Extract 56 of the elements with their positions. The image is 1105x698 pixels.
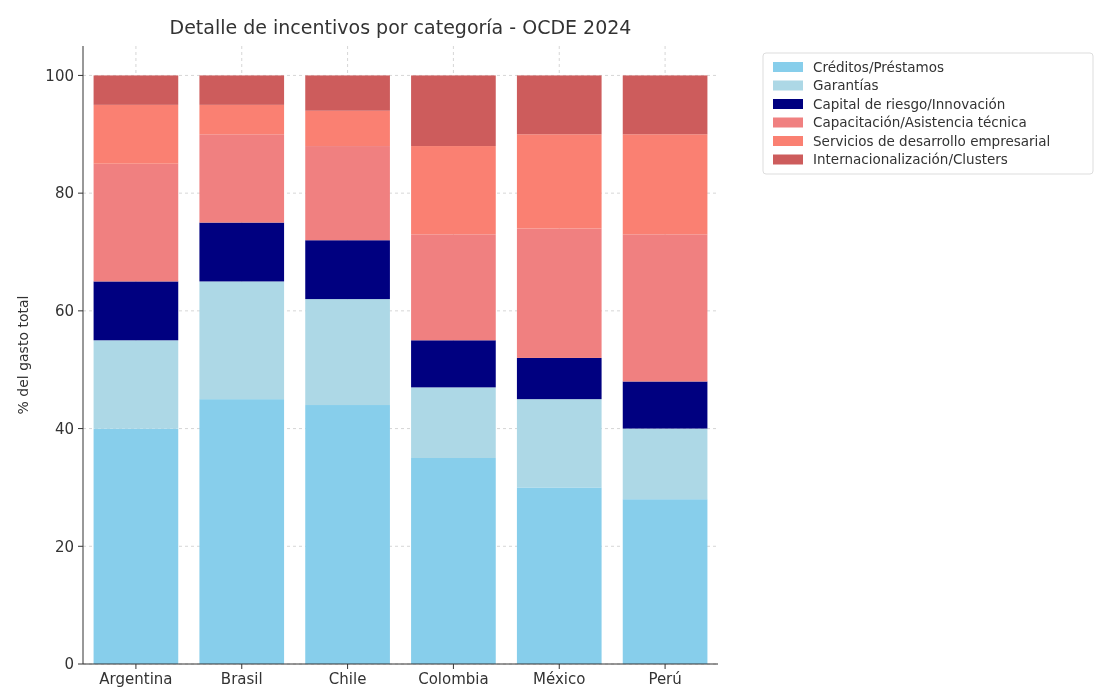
legend-label: Capacitación/Asistencia técnica	[813, 114, 1027, 131]
bar	[516, 134, 602, 229]
y-tick-label: 80	[54, 184, 74, 203]
bar	[622, 499, 708, 664]
bar	[93, 340, 179, 429]
legend-label: Capital de riesgo/Innovación	[813, 95, 1006, 112]
chart-title: Detalle de incentivos por categoría - OCDE 2024	[169, 16, 632, 38]
y-tick-label: 60	[54, 302, 74, 321]
y-tick-label: 100	[45, 66, 74, 85]
x-tick-label: Colombia	[418, 670, 489, 688]
bar	[622, 234, 708, 382]
bar	[199, 75, 285, 105]
bar	[622, 75, 708, 135]
bar	[305, 299, 390, 406]
y-tick-label: 40	[54, 419, 74, 438]
x-tick-label: México	[533, 670, 586, 688]
bar	[516, 228, 602, 358]
bar	[411, 387, 496, 458]
x-tick-label: Perú	[648, 670, 682, 688]
bar	[516, 357, 602, 400]
bar	[305, 110, 390, 147]
bar	[93, 75, 179, 105]
bar	[622, 134, 708, 235]
bar	[199, 281, 285, 400]
legend-label: Servicios de desarrollo empresarial	[813, 132, 1051, 149]
y-tick-label: 20	[54, 537, 74, 556]
legend-label: Garantías	[813, 77, 879, 94]
bar	[411, 234, 496, 341]
y-axis-title: % del gasto total	[15, 295, 31, 415]
bar	[199, 104, 285, 135]
legend-label: Internacionalización/Clusters	[813, 151, 1008, 168]
bar	[411, 458, 496, 664]
y-tick-label: 0	[64, 655, 74, 674]
bar	[305, 240, 390, 300]
bar	[516, 399, 602, 488]
bar	[305, 405, 390, 664]
bar	[93, 163, 179, 282]
bar	[199, 222, 285, 282]
bar	[411, 146, 496, 235]
x-tick-label: Argentina	[99, 670, 173, 688]
bar	[516, 75, 602, 135]
bar	[411, 75, 496, 147]
bar	[93, 428, 179, 664]
x-tick-label: Chile	[328, 670, 367, 688]
bar	[199, 399, 285, 664]
bar	[93, 104, 179, 164]
bar	[199, 134, 285, 223]
bar	[622, 428, 708, 500]
bar	[622, 381, 708, 429]
bar	[305, 75, 390, 111]
bar	[411, 340, 496, 388]
bar	[93, 281, 179, 341]
legend-label: Créditos/Préstamos	[813, 58, 944, 75]
x-tick-label: Brasil	[220, 670, 263, 688]
bar	[305, 146, 390, 241]
bar	[516, 487, 602, 664]
